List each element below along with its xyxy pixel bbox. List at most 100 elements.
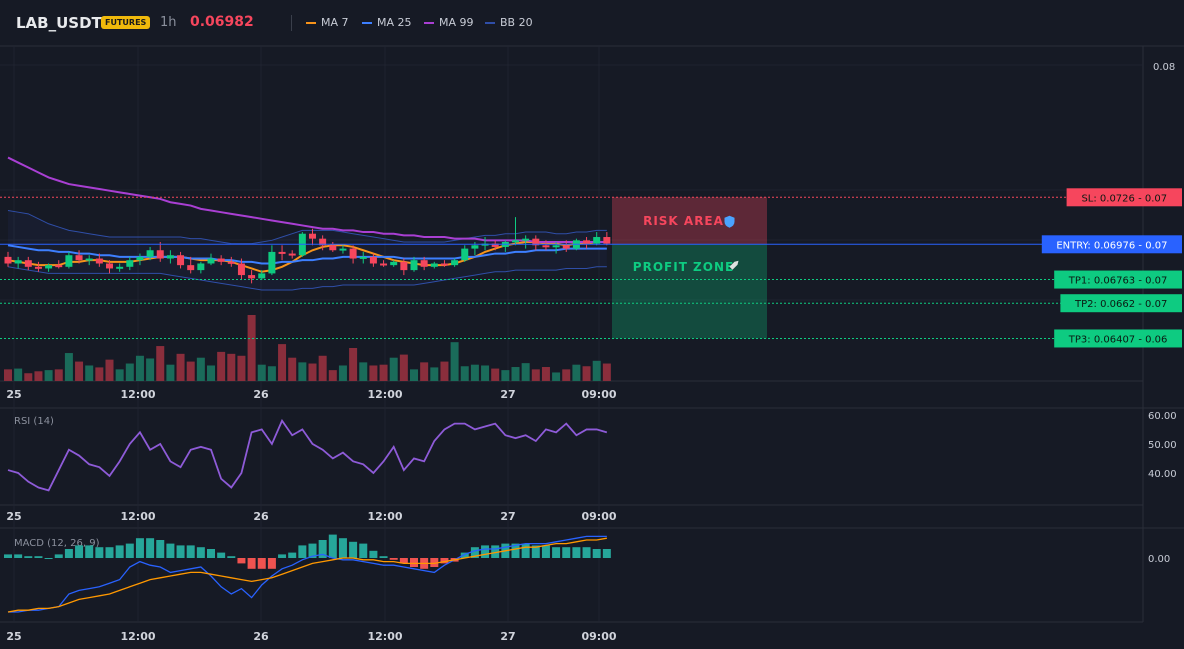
candle-body: [85, 258, 93, 261]
volume-bar: [318, 355, 327, 381]
candle-body: [390, 261, 398, 266]
candle-body: [583, 240, 591, 244]
macd-histogram-bar: [582, 547, 591, 558]
volume-bar: [440, 361, 449, 381]
volume-bar: [450, 342, 459, 381]
symbol-name[interactable]: LAB_USDT: [16, 14, 102, 32]
level-tag-entry: [1041, 235, 1182, 254]
candle-body: [288, 253, 296, 256]
macd-histogram-bar: [44, 558, 53, 559]
candle-body: [522, 238, 530, 241]
legend-swatch-ma99: [424, 21, 434, 24]
price-levels: SL: 0.0726 - 0.07 ENTRY: 0.06976 - 0.07 TP…: [0, 188, 1182, 348]
macd-histogram-bar: [125, 543, 134, 558]
macd-histogram-bar: [430, 558, 439, 567]
candle-body: [4, 256, 12, 264]
candle-body: [451, 260, 459, 266]
macd-histogram-bar: [470, 547, 479, 558]
bb-fill: [8, 210, 607, 290]
time-tick-label: 27: [500, 510, 515, 523]
macd-histogram-bar: [156, 540, 165, 558]
volume-bar: [227, 353, 236, 381]
volume-bar: [85, 365, 94, 381]
volume-bar: [592, 360, 601, 381]
level-tag-sl: [1066, 188, 1182, 207]
timeframe-selector[interactable]: 1h: [160, 15, 177, 30]
volume-bar: [237, 355, 246, 381]
macd-histogram-bar: [227, 556, 236, 558]
time-tick-label: 26: [253, 630, 269, 643]
candle-body: [55, 265, 63, 268]
time-tick-label: 09:00: [581, 388, 616, 401]
macd-histogram-bar: [338, 538, 347, 558]
risk-area-label: RISK AREA: [643, 214, 724, 228]
macd-pane: MACD (12, 26, 9) 0.00: [4, 534, 1170, 613]
candle-body: [349, 248, 357, 259]
volume-bar: [135, 355, 144, 381]
macd-signal-line: [7, 537, 607, 613]
volume-bar: [531, 369, 540, 381]
legend-swatch-ma25: [362, 21, 372, 24]
level-tag-tp: [1054, 329, 1182, 348]
candle-body: [400, 261, 408, 271]
time-tick-label: 12:00: [367, 630, 402, 643]
macd-histogram-bar: [552, 547, 561, 558]
candle-body: [440, 263, 448, 266]
candle-body: [369, 256, 377, 264]
legend-ma7[interactable]: MA 7: [306, 16, 349, 29]
volume-bar: [156, 346, 165, 381]
ma-line-ma99: [7, 156, 607, 243]
bb-upper-line: [7, 210, 607, 245]
macd-histogram-bar: [85, 545, 94, 558]
candle-body: [278, 251, 286, 254]
legend-ma25[interactable]: MA 25: [362, 16, 412, 29]
macd-histogram-bar: [135, 538, 144, 558]
time-tick-label: 12:00: [367, 510, 402, 523]
bollinger-bands: [7, 210, 607, 291]
volume-bar: [460, 366, 469, 381]
macd-histogram-bar: [410, 558, 418, 567]
bb-lower-line: [7, 266, 607, 291]
candle-body: [177, 255, 185, 266]
rsi-title: RSI (14): [14, 416, 54, 427]
macd-histogram-bar: [237, 558, 246, 564]
macd-histogram-bar: [359, 543, 368, 558]
macd-histogram-bar: [521, 543, 530, 558]
volume-bar: [105, 359, 114, 381]
volume-bar: [511, 367, 520, 381]
volume-bar: [420, 362, 429, 381]
time-tick-label: 12:00: [120, 510, 155, 523]
chart-header: LAB_USDT FUTURES 1h 0.06982 MA 7 MA 25 M…: [0, 0, 1184, 46]
volume-bar: [410, 369, 418, 381]
volume-bar: [491, 368, 500, 381]
candle-body: [542, 245, 550, 248]
time-tick-label: 25: [6, 510, 21, 523]
volume-bar: [14, 368, 23, 381]
macd-histogram-bar: [166, 543, 175, 558]
candle-body: [197, 263, 205, 271]
volume-bar: [267, 366, 276, 381]
grid-lines: [0, 45, 1184, 623]
legend-ma99[interactable]: MA 99: [424, 16, 474, 29]
macd-histogram-bar: [349, 541, 358, 558]
macd-histogram-bar: [562, 547, 571, 558]
candle-body: [24, 260, 32, 267]
volume-bar: [217, 351, 226, 381]
volume-bar: [562, 369, 571, 381]
candle-body: [562, 245, 570, 249]
candle-body: [237, 263, 245, 276]
candle-body: [309, 233, 316, 239]
level-label-tp: TP2: 0.0662 - 0.07: [1074, 299, 1167, 310]
macd-histogram-bar: [267, 558, 276, 569]
candle-body: [126, 260, 134, 267]
macd-histogram-bar: [541, 545, 550, 558]
volume-bar: [308, 363, 317, 381]
macd-histogram-bar: [369, 550, 378, 558]
candle-body: [227, 261, 235, 264]
rsi-line: [7, 418, 608, 492]
volume-bar: [359, 362, 368, 381]
legend-bb20[interactable]: BB 20: [485, 16, 533, 29]
volume-bar: [288, 357, 297, 381]
volume-bar: [176, 353, 185, 381]
